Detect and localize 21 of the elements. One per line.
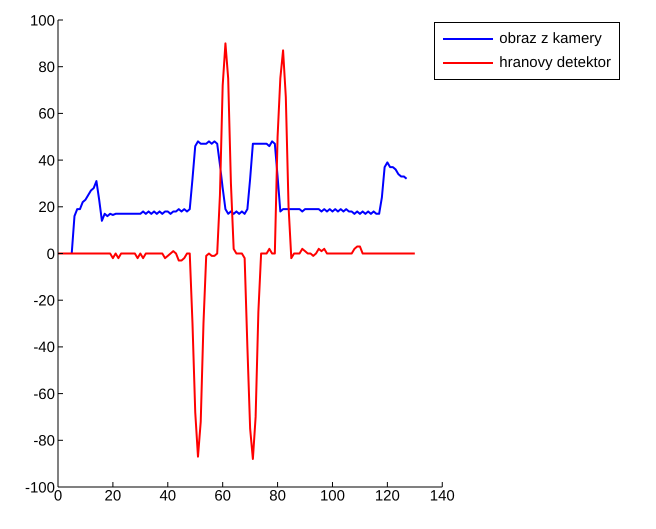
y-tick-label: 20 [38, 199, 55, 216]
line-series [58, 42, 416, 460]
legend-label: obraz z kamery [499, 29, 602, 49]
x-tick-label: 140 [430, 488, 455, 505]
x-tick-label: 60 [214, 488, 232, 505]
x-tick-label: 80 [269, 488, 286, 505]
y-tick-label: -60 [33, 386, 55, 403]
x-tick-label: 100 [320, 488, 345, 505]
y-tick-label: -100 [24, 479, 55, 496]
x-tick-label: 40 [159, 488, 176, 505]
x-tick-label: 20 [104, 488, 122, 505]
y-tick-label: 0 [46, 246, 55, 263]
x-tick-label: 120 [374, 488, 400, 505]
y-tick-label: -40 [33, 339, 55, 356]
y-tick-label: 80 [38, 59, 55, 76]
y-tick-label: -80 [33, 432, 55, 450]
y-tick-label: 60 [38, 106, 55, 123]
y-tick-label: -20 [33, 292, 55, 310]
legend-label: hranovy detektor [499, 53, 611, 73]
y-tick-label: 40 [38, 152, 55, 170]
y-tick-label: 100 [30, 12, 55, 30]
